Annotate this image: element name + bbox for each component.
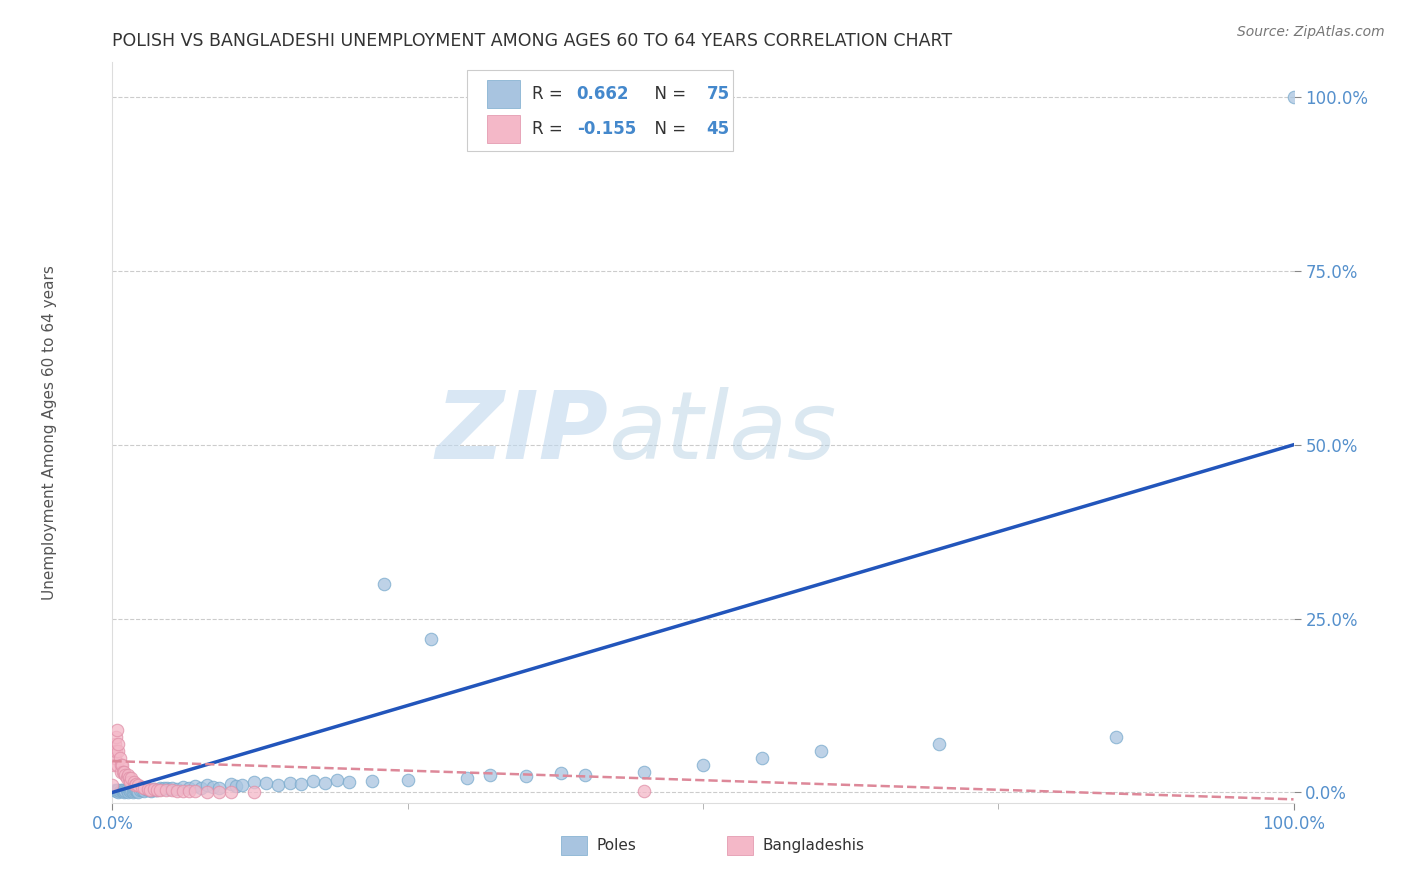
Text: 75: 75 — [707, 86, 730, 103]
Text: N =: N = — [644, 86, 692, 103]
Y-axis label: Unemployment Among Ages 60 to 64 years: Unemployment Among Ages 60 to 64 years — [42, 265, 56, 600]
Text: Bangladeshis: Bangladeshis — [762, 838, 865, 854]
Text: POLISH VS BANGLADESHI UNEMPLOYMENT AMONG AGES 60 TO 64 YEARS CORRELATION CHART: POLISH VS BANGLADESHI UNEMPLOYMENT AMONG… — [112, 32, 953, 50]
Text: ZIP: ZIP — [436, 386, 609, 479]
Text: Poles: Poles — [596, 838, 637, 854]
FancyBboxPatch shape — [727, 837, 752, 855]
Text: R =: R = — [531, 120, 568, 138]
Text: atlas: atlas — [609, 387, 837, 478]
Text: N =: N = — [644, 120, 692, 138]
FancyBboxPatch shape — [486, 115, 520, 143]
Text: Source: ZipAtlas.com: Source: ZipAtlas.com — [1237, 25, 1385, 39]
FancyBboxPatch shape — [467, 70, 733, 152]
FancyBboxPatch shape — [561, 837, 588, 855]
Text: 0.662: 0.662 — [576, 86, 628, 103]
Text: -0.155: -0.155 — [576, 120, 636, 138]
Text: R =: R = — [531, 86, 568, 103]
FancyBboxPatch shape — [486, 80, 520, 108]
Text: 45: 45 — [707, 120, 730, 138]
